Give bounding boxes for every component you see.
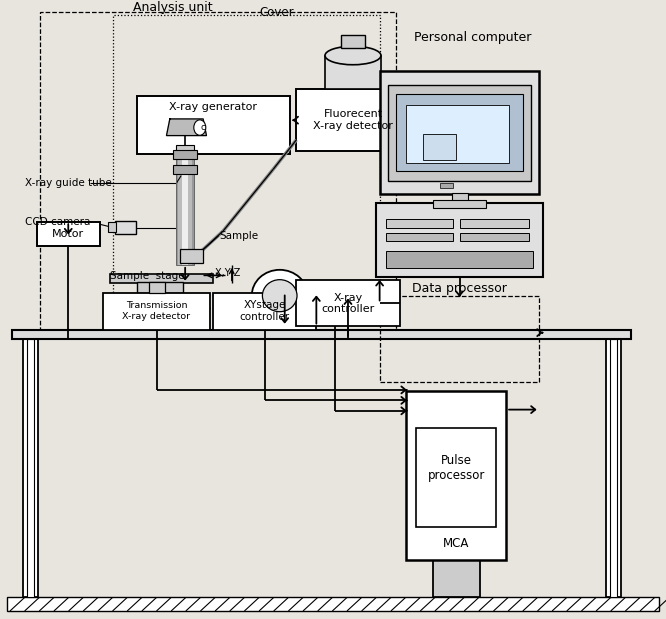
Bar [380, 296, 539, 382]
Bar [406, 105, 509, 163]
Bar [416, 428, 496, 527]
Bar [406, 391, 506, 560]
Bar [110, 274, 213, 284]
Bar [108, 222, 116, 232]
Bar [40, 12, 396, 329]
Bar [149, 282, 165, 293]
Text: c: c [201, 123, 205, 132]
Bar [182, 154, 188, 265]
Bar [176, 145, 194, 154]
Bar [610, 339, 617, 597]
Bar [388, 85, 531, 181]
Bar [433, 560, 480, 597]
Text: Sample  stage: Sample stage [110, 271, 184, 281]
Bar [178, 154, 192, 265]
Bar [173, 165, 197, 175]
Circle shape [252, 270, 308, 321]
Text: Pulse
processor: Pulse processor [428, 454, 485, 482]
Bar [380, 71, 539, 194]
Bar [137, 95, 290, 154]
Bar [606, 339, 621, 597]
Bar [27, 339, 34, 597]
Bar [396, 93, 523, 171]
Bar [115, 220, 136, 234]
Bar [173, 150, 197, 159]
Bar [376, 203, 543, 277]
Bar [23, 339, 38, 597]
Text: Data processor: Data processor [412, 282, 507, 295]
Text: Cover: Cover [259, 6, 294, 19]
Bar [452, 193, 468, 201]
Bar [296, 89, 410, 151]
Bar [180, 249, 203, 263]
Text: Analysis unit: Analysis unit [133, 1, 213, 14]
Bar [433, 200, 486, 207]
Bar [137, 282, 183, 293]
Bar [296, 280, 400, 326]
Bar [386, 251, 533, 268]
Text: X-ray
controller: X-ray controller [322, 293, 374, 314]
Bar [176, 154, 194, 265]
Text: X,Y Z: X,Y Z [215, 268, 240, 278]
Bar [213, 293, 316, 329]
Bar [12, 329, 631, 339]
Text: X-ray generator: X-ray generator [169, 102, 257, 111]
Bar [423, 134, 456, 160]
Bar [176, 154, 194, 265]
Bar [325, 56, 381, 89]
Bar [460, 219, 529, 228]
Ellipse shape [325, 46, 381, 65]
Bar [386, 219, 453, 228]
Bar [460, 233, 529, 241]
Bar [440, 183, 453, 188]
Bar [7, 597, 659, 611]
Circle shape [262, 280, 297, 312]
Polygon shape [166, 119, 206, 136]
Bar [386, 233, 453, 241]
Text: CCD camera: CCD camera [25, 217, 91, 227]
Bar [37, 222, 100, 246]
Text: Sample: Sample [220, 231, 259, 241]
Text: MCA: MCA [443, 537, 470, 550]
Ellipse shape [194, 120, 206, 136]
Bar [341, 35, 365, 48]
Text: Fluorecent
X-ray detector: Fluorecent X-ray detector [313, 110, 393, 131]
Bar [113, 15, 380, 308]
Text: Transmission
X-ray detector: Transmission X-ray detector [123, 301, 190, 321]
Text: XYstage
controller: XYstage controller [240, 300, 290, 322]
Bar [103, 293, 210, 329]
Text: Personal computer: Personal computer [414, 30, 531, 43]
Text: Motor: Motor [52, 229, 85, 239]
Text: X-ray guide tube: X-ray guide tube [25, 178, 112, 188]
